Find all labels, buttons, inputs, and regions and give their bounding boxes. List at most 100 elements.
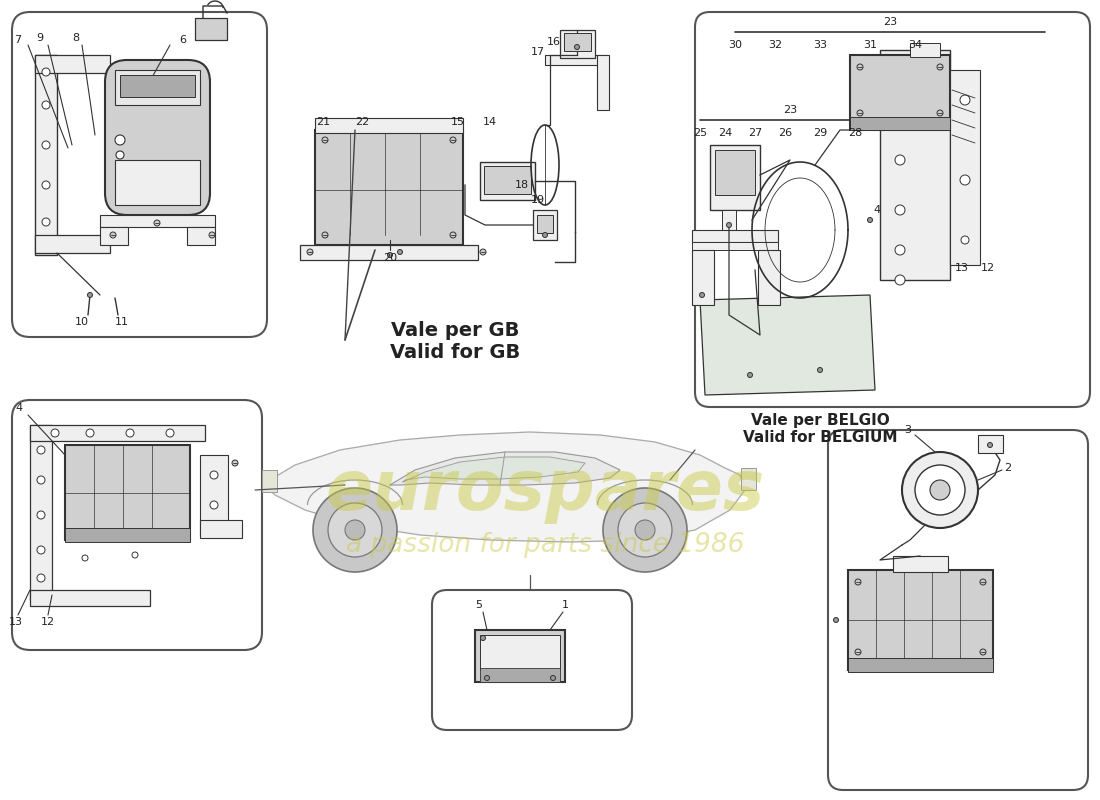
FancyBboxPatch shape [432,590,632,730]
Circle shape [314,488,397,572]
Circle shape [855,649,861,655]
Bar [950,70,980,265]
Bar [195,18,227,40]
Circle shape [857,64,864,70]
Circle shape [232,460,238,466]
Text: Vale per BELGIO: Vale per BELGIO [750,413,890,427]
Circle shape [126,429,134,437]
Bar [30,590,150,606]
Text: 26: 26 [778,128,792,138]
Bar [534,210,557,240]
Circle shape [51,429,59,437]
Circle shape [82,555,88,561]
Text: Vale per GB: Vale per GB [390,321,519,339]
Bar [850,117,950,130]
Circle shape [42,181,50,189]
Text: 1: 1 [561,600,569,610]
Circle shape [817,367,823,373]
Circle shape [86,429,94,437]
Circle shape [484,675,490,681]
Text: Valid for BELGIUM: Valid for BELGIUM [742,430,898,445]
Circle shape [748,373,752,378]
Bar [692,230,778,242]
Text: Valid for GB: Valid for GB [389,342,520,362]
Text: 5: 5 [475,600,483,610]
Text: 13: 13 [9,617,23,627]
FancyBboxPatch shape [695,12,1090,407]
Text: 8: 8 [73,33,79,43]
Polygon shape [403,457,585,482]
Circle shape [37,476,45,484]
Text: 17: 17 [531,47,546,57]
Circle shape [937,110,943,116]
Bar [35,235,110,253]
Circle shape [902,452,978,528]
Circle shape [855,579,861,585]
Text: 3: 3 [904,425,912,435]
Circle shape [726,222,732,227]
Bar [848,658,993,672]
Text: a passion for parts since 1986: a passion for parts since 1986 [345,532,745,558]
Circle shape [895,205,905,215]
Text: 13: 13 [955,263,969,273]
Text: 7: 7 [14,35,22,45]
Text: 4: 4 [15,403,23,413]
Bar [850,55,950,130]
Circle shape [42,101,50,109]
Text: eurospares: eurospares [326,457,764,523]
Circle shape [980,649,986,655]
Bar [65,528,190,542]
Circle shape [210,501,218,509]
Circle shape [42,141,50,149]
Text: 21: 21 [316,117,330,127]
Circle shape [42,218,50,226]
Circle shape [450,137,456,143]
Circle shape [542,233,548,238]
Circle shape [635,520,654,540]
Circle shape [930,480,950,500]
Circle shape [345,520,365,540]
FancyBboxPatch shape [828,430,1088,790]
Circle shape [960,175,970,185]
Bar [597,55,609,110]
Bar [480,668,560,682]
Circle shape [603,488,688,572]
Text: 6: 6 [179,35,187,45]
Circle shape [961,236,969,244]
Bar [315,130,463,245]
Bar [35,55,110,73]
Bar [564,33,591,51]
Circle shape [980,579,986,585]
Bar [741,468,756,490]
Bar [35,55,57,255]
Text: 24: 24 [718,128,733,138]
Bar [758,250,780,305]
Circle shape [322,232,328,238]
Circle shape [937,64,943,70]
Bar [315,118,463,133]
Text: 20: 20 [383,253,397,263]
Circle shape [166,429,174,437]
Circle shape [132,552,138,558]
Circle shape [307,249,314,255]
Text: 19: 19 [531,195,546,205]
Text: 16: 16 [547,37,561,47]
Text: 31: 31 [864,40,877,50]
Bar [692,242,778,250]
Circle shape [397,250,403,254]
Text: 22: 22 [355,117,370,127]
Circle shape [116,135,125,145]
Bar [100,215,214,227]
FancyBboxPatch shape [12,400,262,650]
Circle shape [700,293,704,298]
Circle shape [574,45,580,50]
Bar [910,43,940,57]
Circle shape [42,68,50,76]
Text: 32: 32 [768,40,782,50]
Text: 34: 34 [908,40,922,50]
Circle shape [895,245,905,255]
Bar [65,445,190,540]
Circle shape [88,293,92,298]
Polygon shape [700,295,874,395]
Bar [537,215,553,233]
